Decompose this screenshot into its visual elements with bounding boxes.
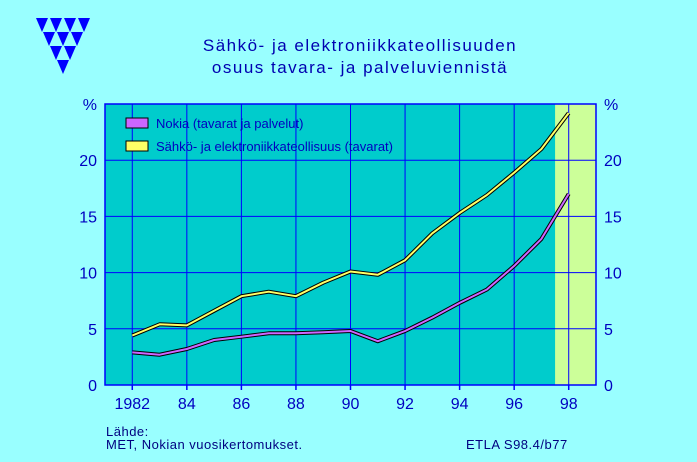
- y-tick-label-left: 20: [79, 153, 97, 170]
- series-lines: [131, 111, 571, 357]
- y-tick-label-left: 0: [88, 378, 97, 395]
- y-tick-label-right: 0: [604, 378, 613, 395]
- chart-title-line-2: osuus tavara- ja palveluviennistä: [211, 58, 509, 77]
- y-tick-label-left: 10: [79, 266, 97, 283]
- x-tick-label: 94: [451, 396, 469, 413]
- forecast-band: [555, 104, 596, 385]
- x-tick-label: 92: [396, 396, 414, 413]
- chart-title-line-1: Sähkö- ja elektroniikkateollisuuden: [202, 36, 518, 55]
- legend-label-2: Sähkö- ja elektroniikkateollisuus (tavar…: [156, 139, 393, 154]
- y-tick-label-right: 20: [604, 153, 622, 170]
- x-tick-label: 86: [232, 396, 250, 413]
- x-tick-label: 84: [178, 396, 196, 413]
- x-tick-label: 96: [505, 396, 523, 413]
- chart-code: ETLA S98.4/b77: [466, 437, 568, 452]
- legend-swatch-2: [125, 140, 149, 152]
- legend: Nokia (tavarat ja palvelut) Sähkö- ja ele…: [125, 116, 393, 154]
- y-axis-label-left: %: [83, 97, 97, 114]
- y-axis-label-right: %: [604, 97, 618, 114]
- x-tick-label: 88: [287, 396, 305, 413]
- x-tick-label: 98: [560, 396, 578, 413]
- legend-swatch-1: [125, 117, 149, 129]
- y-tick-label-left: 15: [79, 209, 97, 226]
- triangle-pattern-logo-icon: [36, 18, 90, 74]
- y-tick-label-left: 5: [88, 322, 97, 339]
- y-tick-label-right: 15: [604, 209, 622, 226]
- axes: 0 0 5 5 10 10 15 15 20 20% % 1982 84 86 88 90 92 94 96 98: [79, 97, 622, 413]
- series-line-2: [131, 112, 570, 337]
- y-tick-label-right: 10: [604, 266, 622, 283]
- legend-label-1: Nokia (tavarat ja palvelut): [156, 116, 303, 131]
- source-label: Lähde:: [106, 424, 149, 439]
- y-tick-label-right: 5: [604, 322, 613, 339]
- x-tick-label: 1982: [114, 396, 150, 413]
- source-text: MET, Nokian vuosikertomukset.: [106, 437, 303, 452]
- series-line-1: [132, 193, 570, 356]
- x-tick-label: 90: [342, 396, 360, 413]
